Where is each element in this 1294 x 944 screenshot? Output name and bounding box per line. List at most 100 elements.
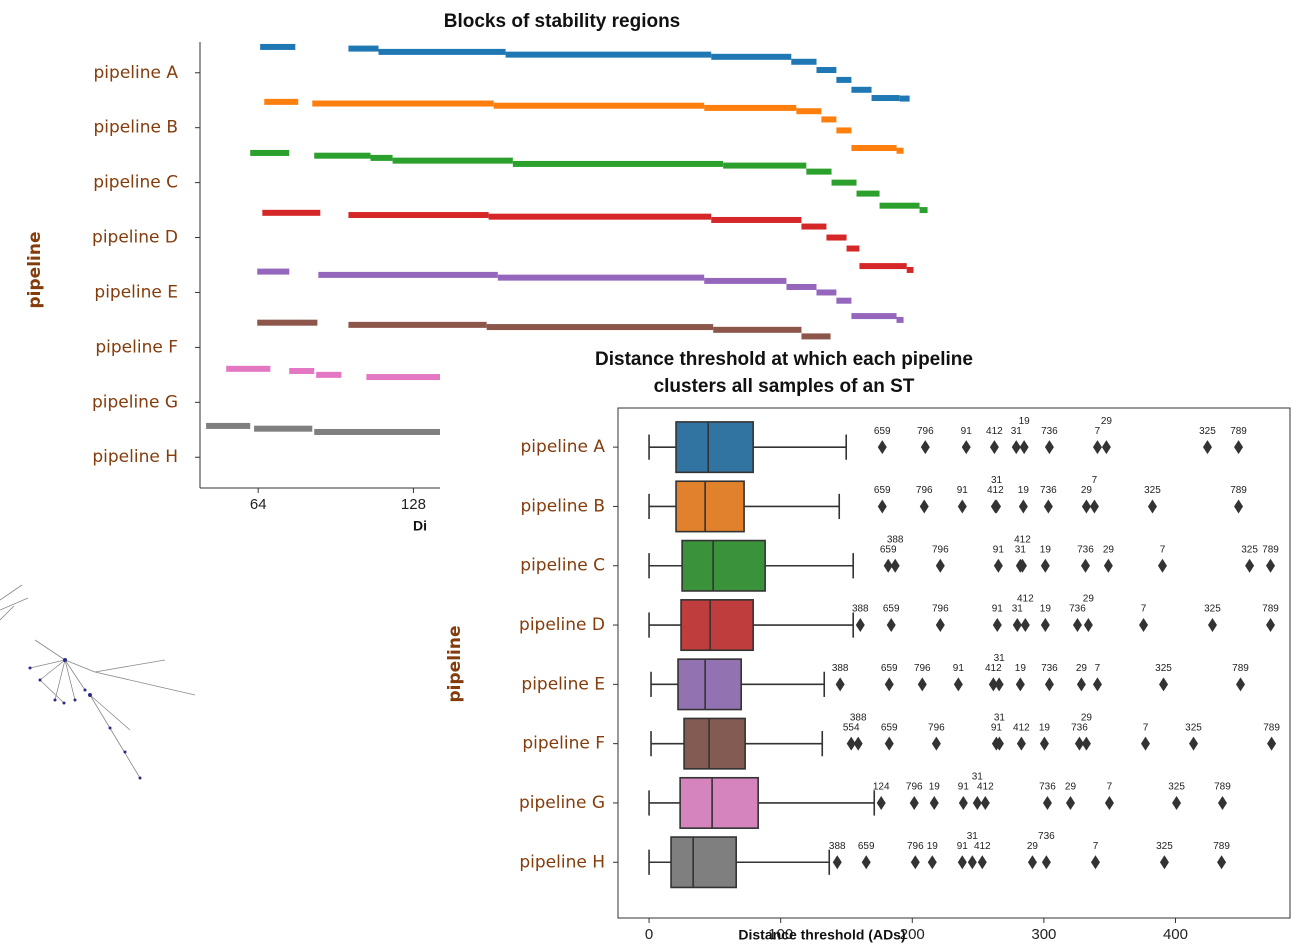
- outlier: [1159, 677, 1169, 692]
- y-tick-label: pipeline C: [93, 173, 178, 193]
- outlier: [1159, 855, 1169, 870]
- outlier: [861, 855, 871, 870]
- outlier: [1027, 855, 1037, 870]
- outlier-label: 659: [874, 485, 891, 496]
- outlier-label: 91: [991, 722, 1003, 733]
- outlier-label: 388: [852, 604, 869, 615]
- outlier-label: 789: [1232, 663, 1249, 674]
- stability-block: [348, 45, 379, 52]
- outlier: [853, 736, 863, 751]
- outlier-label: 796: [906, 782, 923, 793]
- stability-block: [851, 145, 897, 152]
- outlier: [961, 440, 971, 455]
- stability-block: [318, 271, 498, 278]
- outlier: [1041, 855, 1051, 870]
- outlier-label: 412: [986, 426, 1003, 437]
- outlier-label: 325: [1155, 663, 1172, 674]
- outlier: [835, 677, 845, 692]
- outlier: [1011, 440, 1021, 455]
- outlier-label: 789: [1230, 426, 1247, 437]
- outlier: [1189, 736, 1199, 751]
- outlier: [1072, 618, 1082, 633]
- stability-block: [366, 374, 441, 381]
- outlier: [1101, 440, 1111, 455]
- outlier-label: 659: [883, 604, 900, 615]
- stability-block: [392, 157, 513, 164]
- outlier-label: 659: [881, 722, 898, 733]
- outlier: [927, 855, 937, 870]
- outlier: [1040, 558, 1050, 573]
- stability-block: [254, 425, 313, 432]
- outlier: [920, 440, 930, 455]
- outlier-label: 31: [991, 475, 1003, 486]
- outlier-label: 796: [907, 841, 924, 852]
- outlier: [1140, 736, 1150, 751]
- stability-block: [704, 277, 787, 284]
- outlier: [1089, 499, 1099, 514]
- stability-block: [348, 212, 489, 219]
- outlier: [1012, 618, 1022, 633]
- outlier-label: 789: [1262, 544, 1279, 555]
- outlier: [909, 795, 919, 810]
- box: [679, 776, 759, 829]
- stability-block: [851, 86, 872, 93]
- stability-block: [786, 283, 817, 290]
- outlier: [1234, 440, 1244, 455]
- panel-background: [440, 340, 1294, 944]
- outlier-label: 29: [1101, 416, 1113, 427]
- y-tick-label: pipeline D: [519, 615, 605, 635]
- outlier-label: 554: [843, 722, 860, 733]
- y-tick-label: pipeline A: [521, 437, 606, 457]
- outlier-label: 325: [1199, 426, 1216, 437]
- outlier: [877, 440, 887, 455]
- outlier: [1042, 795, 1052, 810]
- outlier: [1083, 618, 1093, 633]
- outlier-label: 31: [972, 772, 984, 783]
- outlier-label: 19: [1040, 604, 1052, 615]
- outlier-label: 31: [1012, 604, 1024, 615]
- outlier: [1207, 618, 1217, 633]
- outlier-label: 29: [1065, 782, 1077, 793]
- y-tick-label: pipeline A: [94, 63, 179, 83]
- chart-title: Distance threshold at which each pipelin…: [595, 349, 973, 370]
- box: [683, 717, 746, 770]
- chart-title: Blocks of stability regions: [444, 11, 681, 32]
- stability-block: [856, 190, 880, 197]
- outlier-label: 7: [1095, 663, 1101, 674]
- stability-block: [348, 321, 487, 328]
- x-tick-label: 0: [645, 926, 653, 943]
- outlier-label: 736: [1041, 663, 1058, 674]
- stability-block: [257, 268, 290, 275]
- stability-block: [250, 149, 290, 156]
- stability-block: [206, 422, 251, 429]
- stability-block: [816, 67, 837, 74]
- outlier: [832, 855, 842, 870]
- stability-block: [704, 104, 797, 111]
- outlier: [1019, 440, 1029, 455]
- outlier-label: 91: [992, 604, 1004, 615]
- outlier: [883, 558, 893, 573]
- outlier: [1202, 440, 1212, 455]
- y-tick-label: pipeline E: [94, 282, 178, 302]
- stability-block: [906, 266, 914, 273]
- stability-block: [713, 326, 802, 333]
- outlier-label: 31: [967, 831, 979, 842]
- outlier: [877, 499, 887, 514]
- stability-block: [831, 179, 857, 186]
- outlier-label: 19: [1015, 663, 1027, 674]
- outlier: [977, 855, 987, 870]
- outlier: [1217, 855, 1227, 870]
- outlier-label: 19: [1039, 722, 1051, 733]
- outlier: [1020, 618, 1030, 633]
- outlier: [1245, 558, 1255, 573]
- outlier: [1016, 736, 1026, 751]
- outlier-label: 412: [1017, 594, 1034, 605]
- outlier: [980, 795, 990, 810]
- outlier-label: 659: [881, 663, 898, 674]
- outlier-label: 29: [1081, 712, 1093, 723]
- stability-block: [226, 365, 271, 372]
- outlier: [1266, 618, 1276, 633]
- chart-title: clusters all samples of an ST: [654, 376, 915, 397]
- outlier-label: 736: [1071, 722, 1088, 733]
- x-tick-label: 300: [1031, 926, 1056, 943]
